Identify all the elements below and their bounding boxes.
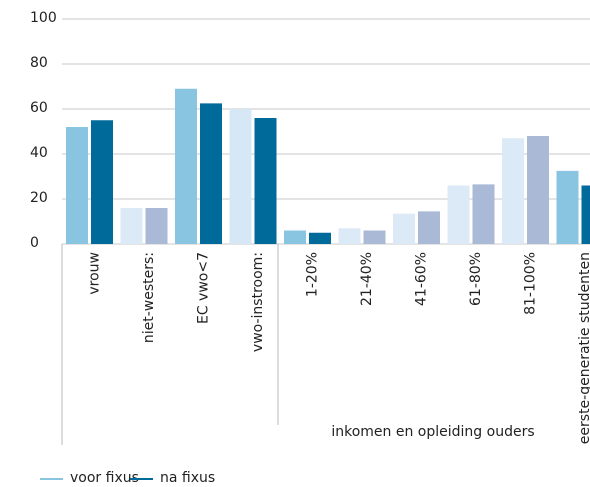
bar (447, 185, 470, 244)
x-tick-label: 61-80% (468, 252, 484, 306)
y-tick-label: 80 (30, 55, 48, 71)
bar (91, 120, 113, 244)
x-tick-label: 41-60% (413, 252, 429, 306)
bar (284, 230, 306, 244)
x-tick-label: 81-100% (522, 252, 538, 315)
bar (502, 138, 524, 244)
bar (527, 136, 549, 244)
bar (363, 230, 386, 244)
y-tick-label: 0 (30, 235, 39, 251)
bar (145, 208, 168, 244)
y-tick-label: 20 (30, 190, 48, 206)
bar (254, 118, 277, 244)
bar (472, 184, 495, 244)
x-tick-label: 1-20% (304, 252, 320, 297)
x-tick-label: 21-40% (359, 252, 375, 306)
y-tick-label: 40 (30, 145, 48, 161)
bar (175, 88, 197, 244)
bar (120, 208, 143, 244)
bar (338, 228, 361, 244)
bar (418, 211, 440, 244)
y-tick-label: 60 (30, 100, 48, 116)
x-tick-label: vrouw (86, 252, 102, 295)
bar (581, 185, 590, 244)
bar (556, 170, 579, 244)
x-tick-label: EC vwo<7 (195, 252, 211, 324)
legend-label: voor fixus (70, 470, 139, 486)
x-tick-label: vwo-instroom: (250, 252, 266, 352)
x-tick-label: eerste-generatie studenten (577, 252, 590, 444)
group-label: inkomen en opleiding ouders (331, 424, 534, 440)
legend-label: na fixus (160, 470, 215, 486)
bar (200, 103, 222, 244)
bar (229, 109, 252, 244)
x-tick-label: niet-westers: (141, 252, 157, 343)
bar (393, 213, 415, 244)
y-tick-label: 100 (30, 10, 57, 26)
bar (66, 127, 88, 244)
bar (309, 232, 331, 244)
